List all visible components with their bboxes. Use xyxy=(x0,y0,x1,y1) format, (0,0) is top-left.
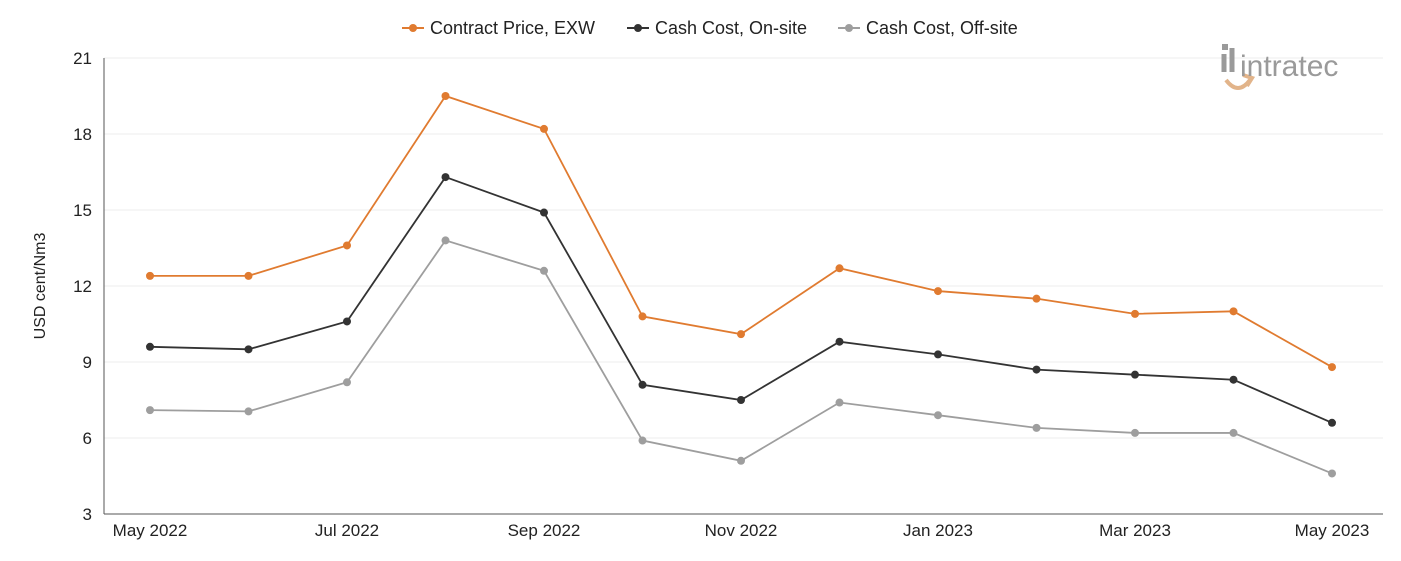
data-point xyxy=(540,208,548,217)
x-tick-label: Mar 2023 xyxy=(1099,521,1171,540)
x-tick-label: Nov 2022 xyxy=(705,521,778,540)
watermark-text: intratec xyxy=(1240,50,1338,83)
data-point xyxy=(146,406,154,415)
y-tick-label: 18 xyxy=(73,125,92,144)
legend-item: Cash Cost, On-site xyxy=(627,18,807,38)
data-point xyxy=(638,436,647,445)
x-tick-label: Sep 2022 xyxy=(508,521,581,540)
data-point xyxy=(638,380,647,389)
series-line xyxy=(149,175,1333,424)
data-point xyxy=(146,342,154,351)
legend-swatch-marker xyxy=(634,24,642,32)
data-point xyxy=(244,271,253,280)
data-point xyxy=(343,378,351,387)
y-tick-label: 12 xyxy=(73,277,92,296)
data-point xyxy=(835,398,844,407)
data-point xyxy=(1328,418,1336,427)
series-line xyxy=(149,239,1333,475)
legend-label: Cash Cost, On-site xyxy=(655,18,807,38)
data-point xyxy=(441,92,450,100)
legend-label: Contract Price, EXW xyxy=(430,18,595,38)
data-point xyxy=(441,236,450,245)
data-point xyxy=(146,271,154,280)
data-point xyxy=(638,312,647,321)
data-point xyxy=(441,173,450,182)
data-point xyxy=(1131,370,1139,379)
legend-item: Contract Price, EXW xyxy=(402,18,595,38)
series-1 xyxy=(146,92,1336,372)
data-point xyxy=(1328,469,1336,478)
data-point xyxy=(1229,428,1238,437)
axes xyxy=(103,58,1383,515)
y-axis-ticks: 3 6 9 12 15 18 21 xyxy=(73,49,92,524)
y-tick-label: 21 xyxy=(73,49,92,68)
data-point xyxy=(244,407,253,416)
data-point xyxy=(1131,309,1139,318)
data-point xyxy=(343,317,351,326)
data-point xyxy=(1229,375,1238,384)
x-tick-label: May 2023 xyxy=(1295,521,1370,540)
intratec-logo-icon xyxy=(1221,44,1256,90)
y-tick-label: 9 xyxy=(83,353,92,372)
legend-label: Cash Cost, Off-site xyxy=(866,18,1018,38)
data-point xyxy=(934,287,942,296)
data-point xyxy=(343,241,351,250)
y-tick-label: 15 xyxy=(73,201,92,220)
data-point xyxy=(540,266,548,275)
data-point xyxy=(540,124,548,133)
data-point xyxy=(1032,365,1041,374)
series-3 xyxy=(146,236,1336,478)
data-point xyxy=(934,350,942,359)
y-axis-title: USD cent/Nm3 xyxy=(32,233,49,340)
data-point xyxy=(737,396,745,404)
series-2 xyxy=(146,173,1336,427)
series-group xyxy=(146,92,1336,478)
x-tick-label: Jan 2023 xyxy=(903,521,973,540)
grid-lines xyxy=(104,57,1383,439)
data-point xyxy=(1229,307,1238,316)
x-axis-ticks: May 2022 Jul 2022 Sep 2022 Nov 2022 Jan 2023… xyxy=(113,521,1370,540)
legend-item: Cash Cost, Off-site xyxy=(838,18,1018,38)
y-tick-label: 3 xyxy=(83,505,92,524)
data-point xyxy=(1131,428,1139,437)
legend-swatch-marker xyxy=(409,24,417,32)
legend: Contract Price, EXW Cash Cost, On-site Cas… xyxy=(402,18,1018,38)
x-tick-label: May 2022 xyxy=(113,521,188,540)
data-point xyxy=(1032,423,1041,432)
data-point xyxy=(835,264,844,273)
data-point xyxy=(737,330,745,339)
watermark-logo: intratec xyxy=(1221,44,1338,90)
data-point xyxy=(1328,363,1336,372)
data-point xyxy=(835,337,844,346)
legend-swatch-marker xyxy=(845,24,853,32)
data-point xyxy=(244,345,253,354)
y-tick-label: 6 xyxy=(83,429,92,448)
data-point xyxy=(934,411,942,420)
x-tick-label: Jul 2022 xyxy=(315,521,379,540)
data-point xyxy=(737,456,745,465)
data-point xyxy=(1032,294,1041,303)
